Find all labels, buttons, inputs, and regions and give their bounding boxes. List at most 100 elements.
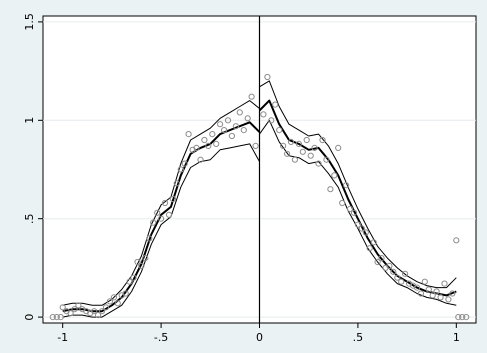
data-point	[75, 302, 82, 309]
x-axis: -1 -.5 0 .5 1	[57, 323, 460, 344]
data-point	[240, 127, 247, 134]
data-point	[106, 298, 114, 305]
data-point	[228, 132, 235, 140]
data-point	[315, 160, 322, 167]
data-point	[146, 235, 153, 242]
data-point	[370, 239, 377, 246]
data-point	[209, 131, 216, 138]
data-point	[276, 127, 283, 134]
data-point	[49, 314, 56, 321]
data-point	[268, 117, 275, 124]
data-point	[134, 258, 141, 266]
data-point	[323, 156, 330, 163]
lower-ci-right	[259, 119, 457, 306]
data-point	[177, 166, 184, 173]
y-tick-label: 0	[23, 314, 36, 321]
data-point	[110, 294, 118, 301]
y-axis: 0 .5 1 1.5	[23, 13, 43, 321]
data-point	[455, 314, 462, 321]
data-point	[53, 314, 60, 321]
data-point	[335, 144, 342, 151]
data-point	[437, 294, 444, 301]
data-point	[236, 109, 243, 116]
data-point	[339, 199, 346, 207]
data-point	[425, 286, 432, 293]
data-point	[173, 180, 180, 187]
data-point	[114, 300, 121, 307]
y-tick-label: .5	[23, 213, 36, 224]
data-point	[429, 292, 436, 299]
data-point	[205, 142, 212, 149]
data-point	[295, 140, 302, 147]
x-tick-label: 1	[453, 331, 460, 344]
data-point	[126, 278, 133, 285]
data-point	[130, 274, 137, 281]
y-tick-label: 1	[23, 117, 36, 124]
data-point	[327, 186, 334, 193]
lower-ci-left	[62, 143, 260, 318]
x-tick-label: -.5	[154, 331, 168, 344]
data-point	[232, 123, 239, 130]
x-tick-label: 0	[256, 331, 263, 344]
data-point	[280, 142, 287, 149]
y-tick-label: 1.5	[23, 13, 36, 31]
data-point	[165, 211, 173, 218]
data-point	[421, 278, 428, 285]
data-point	[102, 304, 110, 311]
data-point	[433, 288, 440, 295]
data-point	[386, 262, 393, 269]
data-point	[453, 237, 460, 244]
data-point	[138, 262, 145, 269]
x-tick-label: .5	[353, 331, 364, 344]
data-point	[331, 172, 338, 179]
data-point	[221, 127, 228, 134]
data-point	[154, 209, 161, 216]
data-point	[169, 195, 176, 203]
data-point	[417, 290, 424, 297]
data-point	[350, 209, 358, 216]
data-point	[158, 215, 165, 222]
data-point	[366, 245, 373, 252]
data-point	[343, 182, 350, 189]
data-point	[248, 93, 255, 100]
data-points	[49, 73, 470, 321]
data-point	[394, 274, 401, 281]
data-point	[358, 225, 365, 232]
data-point	[398, 278, 405, 285]
data-point	[181, 160, 188, 167]
data-point	[307, 152, 314, 159]
data-point	[272, 101, 279, 108]
data-point	[362, 229, 369, 236]
data-point	[311, 144, 318, 151]
data-point	[161, 199, 169, 207]
data-point	[185, 131, 192, 138]
data-point	[91, 308, 98, 315]
data-point	[449, 290, 456, 297]
data-point	[303, 136, 310, 144]
data-point	[217, 121, 224, 128]
data-point	[197, 156, 204, 163]
data-point	[252, 142, 259, 149]
data-point	[287, 138, 295, 145]
upper-ci-left	[62, 100, 260, 306]
data-point	[299, 148, 306, 155]
x-tick-label: -1	[57, 331, 68, 344]
data-point	[413, 284, 421, 291]
data-point	[291, 156, 298, 163]
data-point	[354, 221, 361, 228]
data-point	[98, 308, 106, 315]
fit-line-right	[258, 99, 457, 297]
data-point	[378, 255, 385, 262]
data-point	[374, 258, 381, 266]
data-point	[71, 306, 78, 313]
data-point	[193, 144, 200, 151]
data-point	[463, 314, 470, 321]
data-point	[224, 117, 232, 124]
data-point	[445, 296, 452, 303]
data-point	[459, 314, 466, 321]
data-point	[142, 255, 149, 262]
data-point	[150, 219, 157, 226]
data-point	[346, 205, 354, 212]
